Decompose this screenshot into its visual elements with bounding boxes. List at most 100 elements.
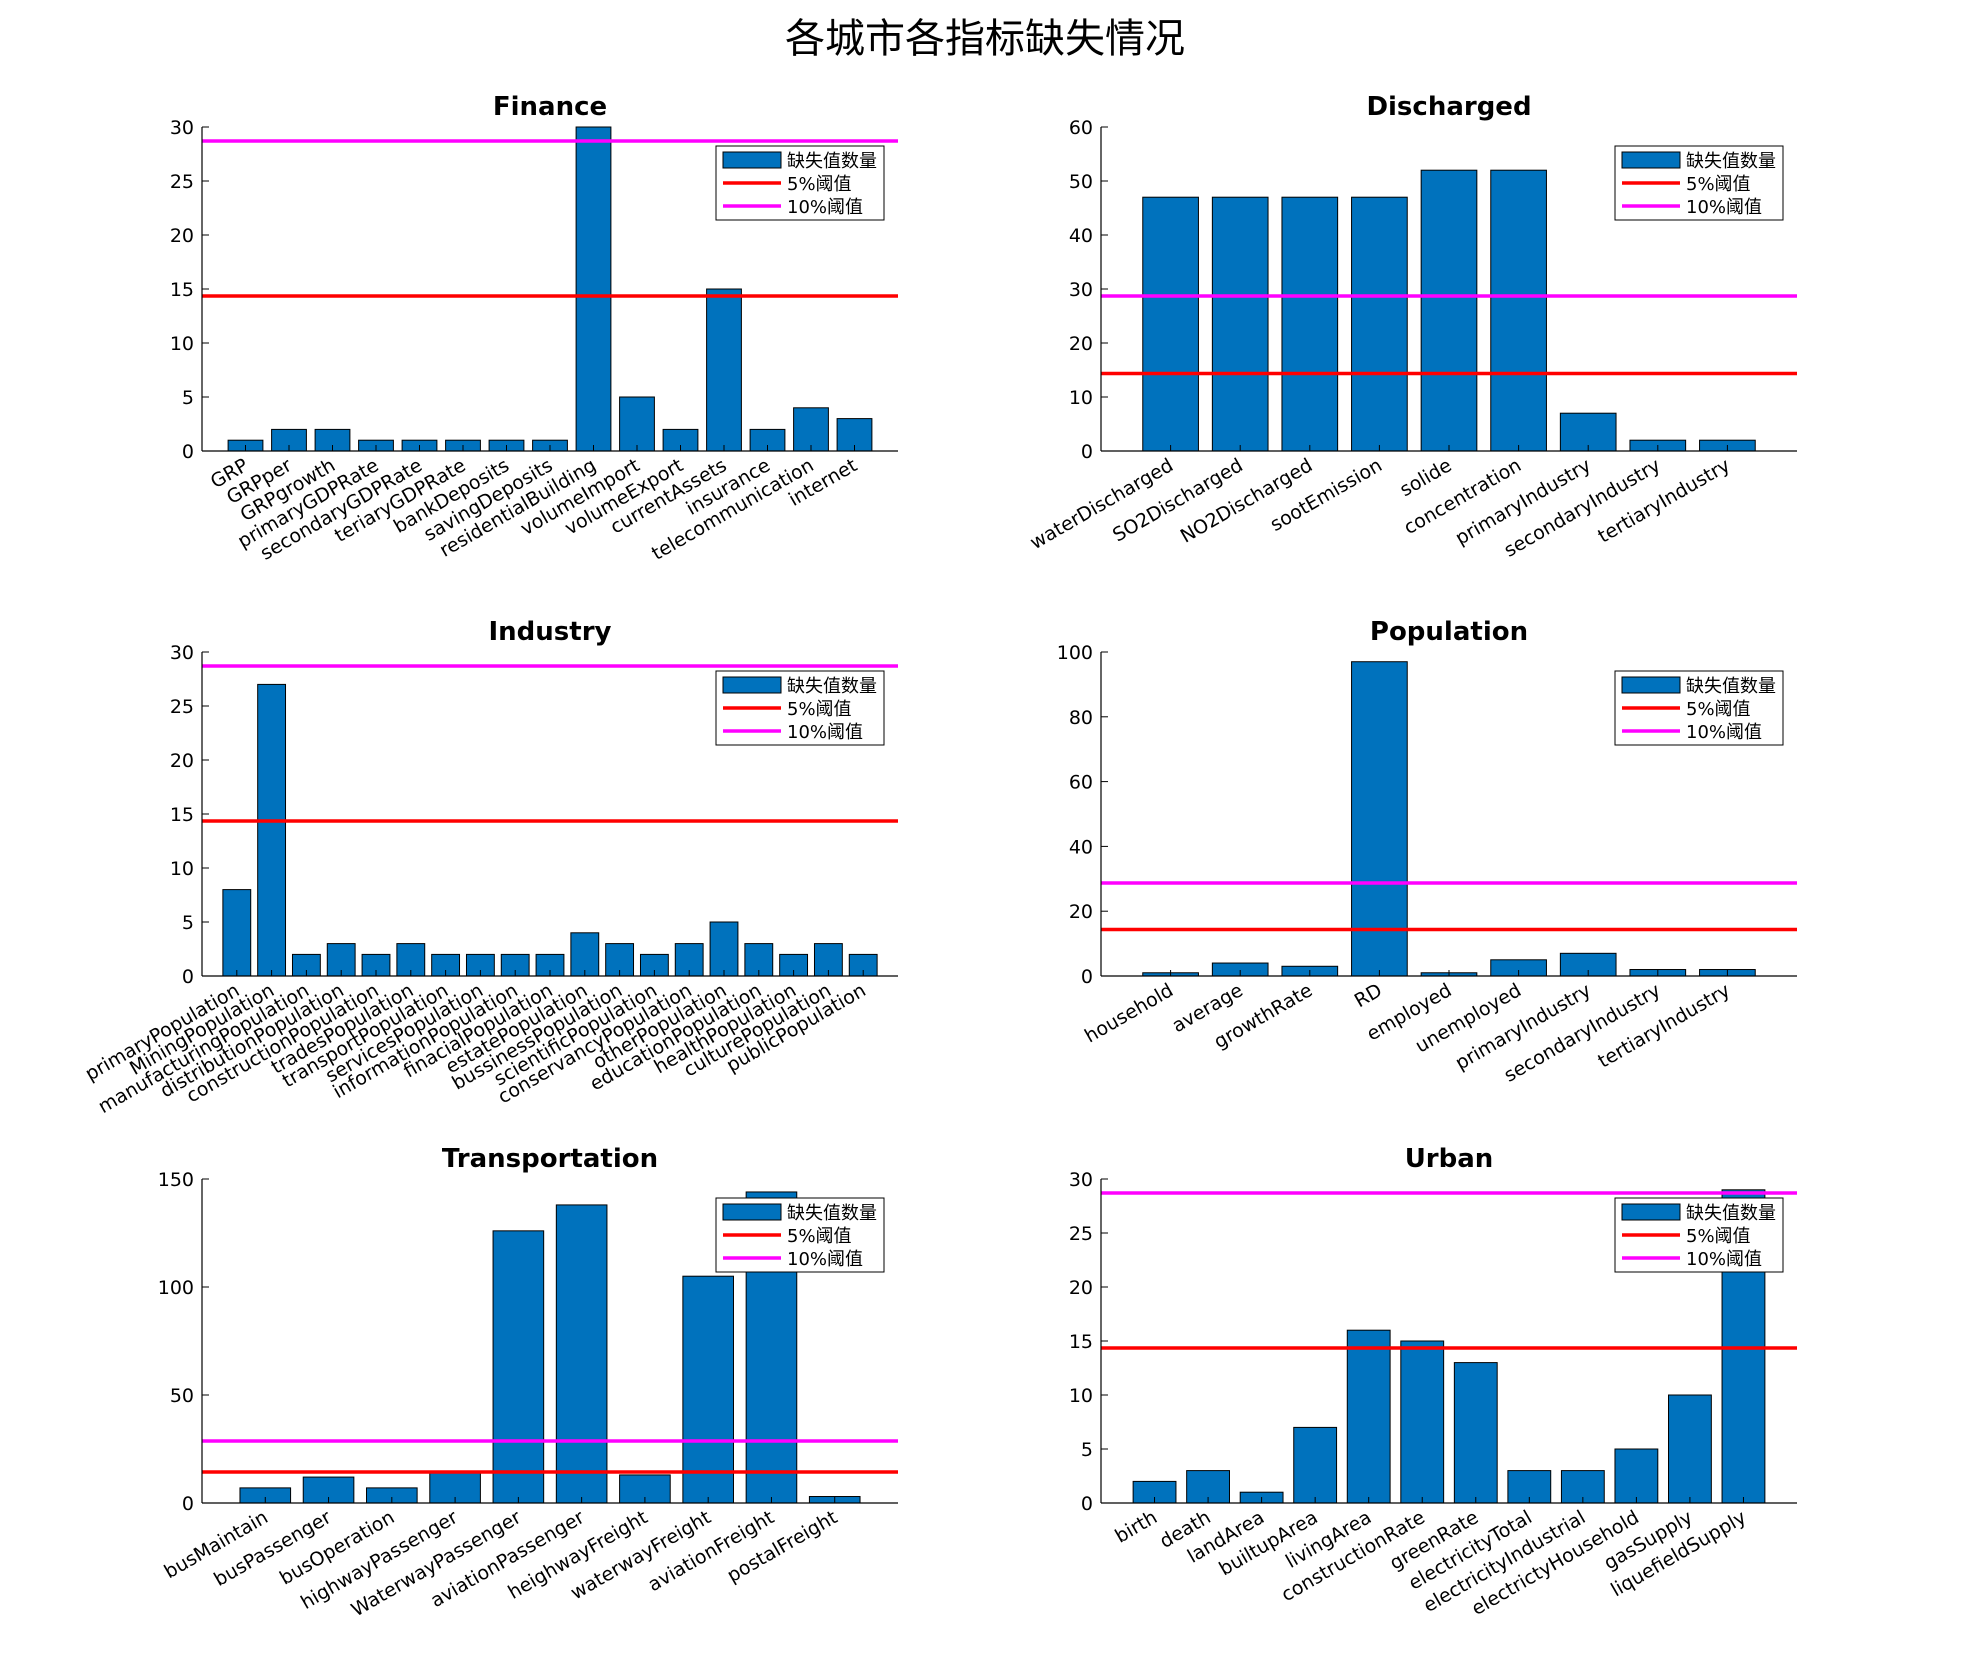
- legend-label: 5%阈值: [1686, 1226, 1751, 1247]
- bar-so2discharged: [1211, 196, 1269, 452]
- y-tick-label: 20: [1069, 901, 1093, 923]
- y-tick-label: 60: [1069, 117, 1093, 139]
- bar-telecommunication: [793, 407, 829, 452]
- bar-waterdischarged: [1142, 196, 1199, 452]
- y-tick-label: 15: [1069, 1331, 1093, 1353]
- bar-gassupply: [1668, 1394, 1712, 1504]
- legend-label: 缺失值数量: [787, 1203, 877, 1224]
- legend-swatch-missing: [1621, 1203, 1681, 1221]
- legend-label: 10%阈值: [787, 722, 863, 743]
- chart-panel-finance: Finance051015202530GRPGRPperGRPgrowthpri…: [170, 92, 898, 565]
- bar-sootemission: [1351, 196, 1408, 452]
- legend-swatch-missing: [722, 676, 782, 694]
- legend-label: 10%阈值: [1686, 1249, 1762, 1270]
- y-tick-label: 30: [1069, 279, 1093, 301]
- bar-builtuparea: [1293, 1426, 1338, 1504]
- bar-estatepopulation: [570, 932, 600, 977]
- bar-waterwaypassenger: [492, 1230, 545, 1504]
- y-tick-label: 100: [1057, 642, 1093, 664]
- legend-label: 10%阈值: [787, 197, 863, 218]
- bar-greenrate: [1453, 1362, 1498, 1504]
- y-tick-label: 0: [1081, 1493, 1093, 1515]
- chart-panel-urban: Urban051015202530birthdeathlandAreabuilt…: [1069, 1144, 1797, 1620]
- y-tick-label: 0: [182, 441, 194, 463]
- bar-primarypopulation: [222, 889, 252, 977]
- y-tick-label: 0: [182, 1493, 194, 1515]
- bar-miningpopulation: [257, 683, 287, 977]
- chart-title: Industry: [489, 617, 612, 647]
- y-tick-label: 0: [1081, 966, 1093, 988]
- bar-electrictyhousehold: [1614, 1448, 1659, 1504]
- y-tick-label: 25: [170, 171, 194, 193]
- bar-currentassets: [706, 288, 742, 452]
- chart-panel-population: Population020406080100householdaveragegr…: [1057, 617, 1797, 1087]
- y-tick-label: 40: [1069, 225, 1093, 247]
- y-tick-label: 50: [170, 1385, 194, 1407]
- bar-aviationpassenger: [555, 1204, 608, 1504]
- y-tick-label: 10: [170, 858, 194, 880]
- chart-panel-industry: Industry051015202530primaryPopulationMin…: [81, 617, 898, 1118]
- legend-label: 10%阈值: [787, 1249, 863, 1270]
- y-tick-label: 150: [158, 1169, 194, 1191]
- bar-no2discharged: [1281, 196, 1339, 452]
- x-tick-label: birth: [1111, 1506, 1161, 1547]
- y-tick-label: 50: [1069, 171, 1093, 193]
- chart-title: Population: [1370, 617, 1528, 647]
- y-tick-label: 20: [1069, 1277, 1093, 1299]
- y-tick-label: 40: [1069, 836, 1093, 858]
- y-tick-label: 15: [170, 279, 194, 301]
- legend-swatch-missing: [1621, 151, 1681, 169]
- y-tick-label: 25: [1069, 1223, 1093, 1245]
- y-tick-label: 30: [1069, 1169, 1093, 1191]
- chart-title: Transportation: [442, 1144, 658, 1174]
- bar-otherpopulation: [709, 921, 739, 977]
- legend-label: 5%阈值: [787, 174, 852, 195]
- y-tick-label: 5: [1081, 1439, 1093, 1461]
- y-tick-label: 30: [170, 642, 194, 664]
- chart-panel-discharged: Discharged0102030405060waterDischargedSO…: [1026, 92, 1797, 562]
- y-tick-label: 0: [1081, 441, 1093, 463]
- legend-label: 5%阈值: [1686, 699, 1751, 720]
- bar-residentialbuilding: [575, 126, 612, 452]
- legend-label: 5%阈值: [787, 699, 852, 720]
- y-tick-label: 15: [170, 804, 194, 826]
- y-tick-label: 20: [170, 750, 194, 772]
- y-tick-label: 0: [182, 966, 194, 988]
- y-tick-label: 20: [1069, 333, 1093, 355]
- legend-label: 缺失值数量: [787, 676, 877, 697]
- x-tick-label: RD: [1351, 979, 1386, 1012]
- y-tick-label: 10: [1069, 1385, 1093, 1407]
- legend-label: 缺失值数量: [1686, 1203, 1776, 1224]
- y-tick-label: 25: [170, 696, 194, 718]
- y-tick-label: 20: [170, 225, 194, 247]
- y-tick-label: 10: [1069, 387, 1093, 409]
- legend-label: 缺失值数量: [787, 151, 877, 172]
- chart-title: Urban: [1405, 1144, 1494, 1174]
- legend-label: 10%阈值: [1686, 197, 1762, 218]
- y-tick-label: 100: [158, 1277, 194, 1299]
- legend-swatch-missing: [1621, 676, 1681, 694]
- y-tick-label: 5: [182, 387, 194, 409]
- y-tick-label: 10: [170, 333, 194, 355]
- y-tick-label: 80: [1069, 707, 1093, 729]
- chart-title: Discharged: [1366, 92, 1531, 122]
- legend-label: 缺失值数量: [1686, 676, 1776, 697]
- y-tick-label: 30: [170, 117, 194, 139]
- bar-volumeimport: [619, 396, 655, 452]
- x-tick-label: household: [1081, 979, 1177, 1047]
- y-tick-label: 60: [1069, 772, 1093, 794]
- legend-label: 5%阈值: [787, 1226, 852, 1247]
- bar-waterwayfreight: [682, 1275, 734, 1504]
- y-tick-label: 5: [182, 912, 194, 934]
- bar-rd: [1351, 661, 1408, 977]
- chart-panel-transportation: Transportation050100150busMaintainbusPas…: [158, 1144, 898, 1621]
- bar-livingarea: [1346, 1329, 1391, 1504]
- legend-label: 10%阈值: [1686, 722, 1762, 743]
- x-tick-label: postalFreight: [723, 1506, 841, 1587]
- legend-label: 缺失值数量: [1686, 151, 1776, 172]
- legend-swatch-missing: [722, 1203, 782, 1221]
- bar-concentration: [1490, 169, 1547, 452]
- chart-title: Finance: [493, 92, 607, 122]
- figure-title: 各城市各指标缺失情况: [785, 16, 1185, 62]
